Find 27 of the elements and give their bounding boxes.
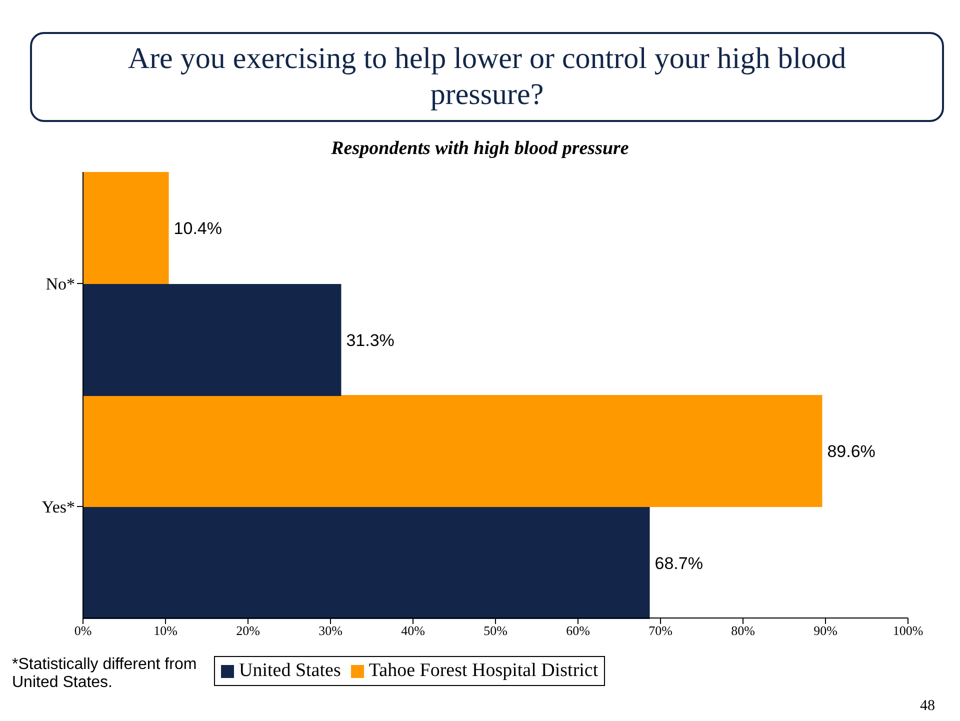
legend-label: United States — [238, 660, 341, 682]
x-tick-label: 30% — [318, 623, 343, 638]
bar — [83, 172, 169, 284]
x-tick-label: 10% — [154, 623, 178, 638]
data-label: 10.4% — [174, 219, 222, 238]
bar — [83, 284, 342, 396]
x-tick-label: 90% — [814, 623, 838, 638]
y-tick-label: No* — [46, 274, 75, 294]
x-tick-label: 80% — [731, 623, 756, 638]
x-tick-label: 100% — [892, 623, 924, 638]
data-label: 31.3% — [346, 331, 394, 350]
data-label: 68.7% — [654, 554, 703, 574]
data-label: 89.6% — [827, 442, 876, 462]
chart-title: Are you exercising to help lower or control your high blood pressure? — [126, 41, 848, 113]
bar — [83, 395, 822, 507]
legend-label: Tahoe Forest Hospital District — [368, 660, 598, 682]
y-tick-label: Yes* — [42, 498, 75, 517]
text: 48 — [920, 698, 935, 715]
bar — [83, 507, 650, 619]
x-tick-label: 0% — [74, 623, 92, 638]
text: *Statistically different from United States. — [12, 656, 198, 692]
x-tick-label: 40% — [401, 623, 426, 638]
x-tick-label: 60% — [566, 623, 590, 638]
chart-subtitle: Respondents with high blood pressure — [330, 138, 630, 160]
x-tick-label: 50% — [484, 623, 508, 638]
x-tick-label: 70% — [648, 623, 673, 638]
x-tick-label: 20% — [236, 623, 260, 638]
